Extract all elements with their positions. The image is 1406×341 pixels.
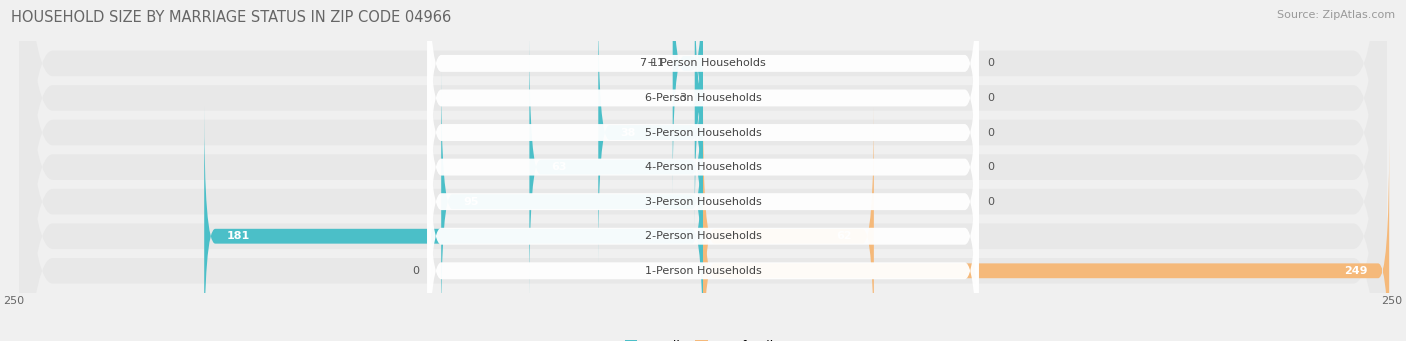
Text: 0: 0 xyxy=(987,128,994,137)
Text: 62: 62 xyxy=(837,231,852,241)
FancyBboxPatch shape xyxy=(427,106,979,341)
FancyBboxPatch shape xyxy=(20,0,1386,341)
FancyBboxPatch shape xyxy=(427,3,979,331)
Text: 249: 249 xyxy=(1344,266,1367,276)
Text: Source: ZipAtlas.com: Source: ZipAtlas.com xyxy=(1277,10,1395,20)
Text: 4-Person Households: 4-Person Households xyxy=(644,162,762,172)
FancyBboxPatch shape xyxy=(530,36,703,298)
Text: 0: 0 xyxy=(987,58,994,69)
FancyBboxPatch shape xyxy=(427,0,979,228)
FancyBboxPatch shape xyxy=(20,0,1386,341)
FancyBboxPatch shape xyxy=(427,0,979,262)
Text: 5-Person Households: 5-Person Households xyxy=(644,128,762,137)
Text: 6-Person Households: 6-Person Households xyxy=(644,93,762,103)
FancyBboxPatch shape xyxy=(427,37,979,341)
Text: 0: 0 xyxy=(412,266,419,276)
Text: 38: 38 xyxy=(620,128,636,137)
Text: 0: 0 xyxy=(987,162,994,172)
FancyBboxPatch shape xyxy=(692,0,706,229)
Text: 0: 0 xyxy=(987,93,994,103)
FancyBboxPatch shape xyxy=(20,0,1386,341)
Text: 1-Person Households: 1-Person Households xyxy=(644,266,762,276)
FancyBboxPatch shape xyxy=(441,71,703,332)
Legend: Family, Nonfamily: Family, Nonfamily xyxy=(620,335,786,341)
Text: HOUSEHOLD SIZE BY MARRIAGE STATUS IN ZIP CODE 04966: HOUSEHOLD SIZE BY MARRIAGE STATUS IN ZIP… xyxy=(11,10,451,25)
FancyBboxPatch shape xyxy=(599,2,703,263)
FancyBboxPatch shape xyxy=(427,0,979,297)
Text: 3-Person Households: 3-Person Households xyxy=(644,197,762,207)
FancyBboxPatch shape xyxy=(20,0,1386,341)
FancyBboxPatch shape xyxy=(427,72,979,341)
FancyBboxPatch shape xyxy=(672,0,703,194)
FancyBboxPatch shape xyxy=(204,105,703,341)
Text: 63: 63 xyxy=(551,162,567,172)
Text: 181: 181 xyxy=(226,231,249,241)
FancyBboxPatch shape xyxy=(20,0,1386,341)
Text: 95: 95 xyxy=(463,197,479,207)
Text: 0: 0 xyxy=(987,197,994,207)
FancyBboxPatch shape xyxy=(703,140,1389,341)
FancyBboxPatch shape xyxy=(20,0,1386,341)
FancyBboxPatch shape xyxy=(20,0,1386,341)
Text: 2-Person Households: 2-Person Households xyxy=(644,231,762,241)
FancyBboxPatch shape xyxy=(703,105,875,341)
Text: 3: 3 xyxy=(679,93,686,103)
Text: 11: 11 xyxy=(651,58,665,69)
Text: 7+ Person Households: 7+ Person Households xyxy=(640,58,766,69)
